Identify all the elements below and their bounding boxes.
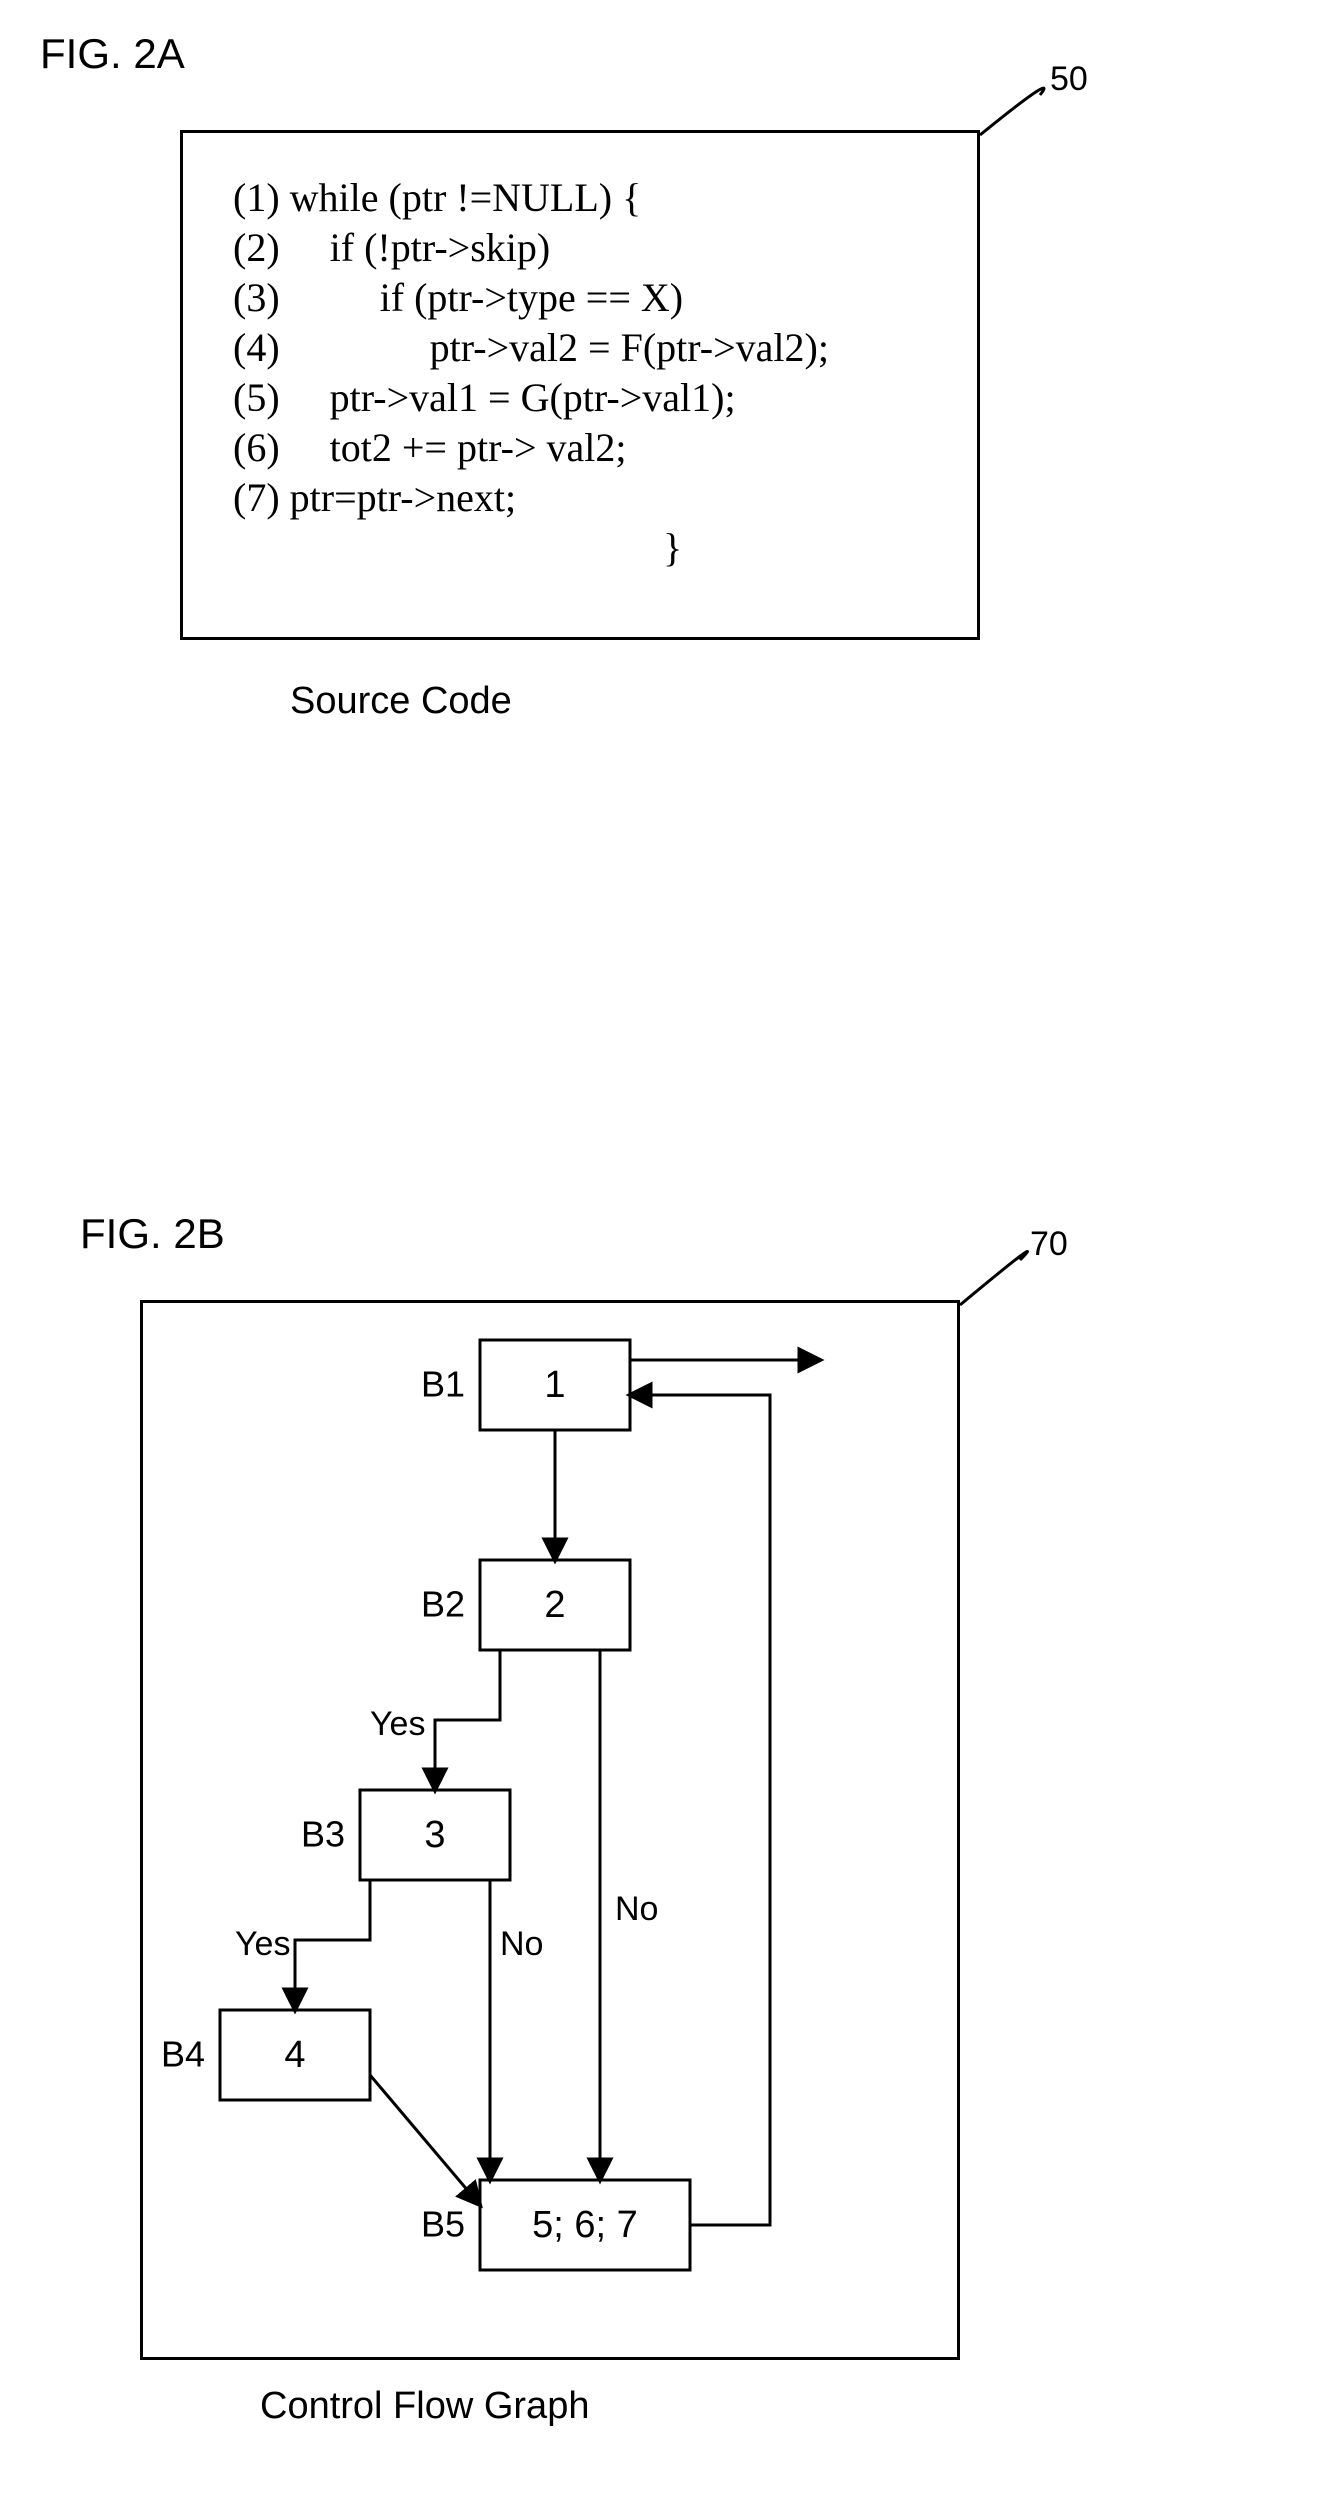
leader-50 [980, 88, 1044, 135]
cfg-edge-b4-b5 [370, 2075, 480, 2205]
cfg-node-text-b4: 4 [284, 2034, 305, 2076]
cfg-node-text-b2: 2 [544, 1584, 565, 1626]
cfg-node-text-b3: 3 [424, 1814, 445, 1856]
cfg-node-side-b4: B4 [161, 2034, 205, 2075]
cfg-node-text-b5: 5; 6; 7 [532, 2204, 638, 2246]
cfg-edge-b2-b3 [435, 1650, 500, 1790]
cfg-edge-label-4: No [500, 1925, 543, 1963]
cfg-edge-label-2: No [615, 1890, 658, 1928]
cfg-edge-label-3: Yes [235, 1925, 290, 1963]
leader-70 [960, 1251, 1028, 1305]
cfg-node-text-b1: 1 [544, 1364, 565, 1406]
cfg-node-side-b2: B2 [421, 1584, 465, 1625]
page: FIG. 2A 50 (1) while (ptr !=NULL) {(2) i… [0, 0, 1319, 2496]
cfg-edge-b5-b1 [630, 1395, 770, 2225]
cfg-node-side-b3: B3 [301, 1814, 345, 1855]
svg-layer: 1 B1 2 B2 3 B3 4 B4 5; 6; 7 B5 Yes No Yes No [0, 0, 1319, 2496]
cfg-node-side-b1: B1 [421, 1364, 465, 1405]
cfg-node-side-b5: B5 [421, 2204, 465, 2245]
cfg-edge-b3-b4 [295, 1880, 370, 2010]
cfg-edge-label-1: Yes [370, 1705, 425, 1743]
